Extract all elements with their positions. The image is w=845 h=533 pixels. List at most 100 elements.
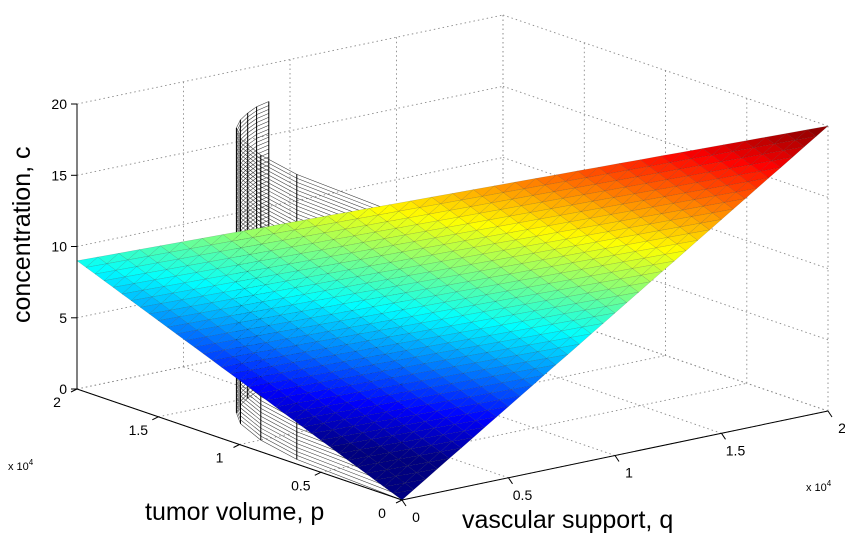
surface-facet	[416, 214, 439, 225]
surface-facet	[705, 178, 728, 190]
surface-facet	[522, 375, 545, 386]
surface-facet	[637, 230, 660, 242]
surface-facet	[367, 336, 389, 348]
surface-facet	[417, 271, 439, 283]
colored-triangular-surface	[76, 125, 829, 501]
surface-facet	[502, 188, 525, 200]
surface-facet	[377, 210, 400, 222]
surface-facet	[298, 382, 321, 393]
surface-facet	[482, 192, 504, 204]
surface-facet	[133, 279, 156, 291]
surface-facet	[511, 195, 534, 206]
surface-facet	[511, 188, 534, 200]
surface-facet	[478, 399, 500, 411]
surface-facet	[154, 275, 177, 287]
surface-facet	[283, 351, 306, 363]
surface-facet	[491, 198, 513, 210]
surface-facet	[442, 424, 465, 436]
surface-facet	[750, 160, 773, 172]
x-tick-label: 1.5	[726, 442, 746, 458]
surface-facet	[217, 264, 239, 276]
surface-facet	[262, 355, 285, 367]
surface-facet	[354, 231, 376, 243]
surface-facet	[431, 250, 454, 262]
surface-facet	[360, 255, 382, 267]
surface-facet	[794, 136, 817, 147]
surface-facet	[139, 296, 162, 308]
surface-facet	[515, 293, 538, 305]
x-tick-mark	[614, 455, 620, 462]
surface-facet	[593, 254, 615, 266]
surface-facet	[291, 243, 314, 254]
surface-facet	[238, 318, 261, 330]
surface-facet	[235, 335, 258, 347]
surface-facet	[346, 340, 368, 352]
surface-facet	[289, 311, 311, 323]
surface-facet	[522, 317, 544, 329]
surface-facet	[664, 186, 686, 197]
surface-facet	[714, 191, 737, 203]
surface-facet	[387, 333, 410, 344]
surface-facet	[729, 157, 752, 169]
y-axis-label: tumor volume, p	[145, 498, 324, 526]
surface-facet	[439, 447, 462, 459]
surface-facet	[169, 248, 191, 260]
surface-facet	[664, 250, 687, 262]
surface-facet	[268, 372, 291, 384]
surface-facet	[619, 159, 641, 171]
surface-facet	[495, 297, 517, 309]
surface-facet	[402, 247, 424, 259]
surface-facet	[394, 356, 416, 368]
surface-facet	[303, 290, 326, 302]
surface-facet	[480, 324, 503, 336]
surface-facet	[467, 270, 490, 282]
surface-facet	[221, 363, 243, 374]
surface-facet	[284, 409, 306, 421]
surface-facet	[276, 263, 299, 275]
surface-facet	[593, 312, 616, 324]
surface-facet	[259, 314, 282, 326]
surface-facet	[411, 254, 433, 266]
surface-facet	[283, 294, 305, 305]
surface-facet	[623, 257, 645, 269]
surface-facet	[280, 368, 303, 380]
surface-facet	[587, 289, 610, 300]
surface-facet	[430, 441, 453, 452]
surface-facet	[747, 177, 770, 189]
surface-facet	[658, 226, 681, 238]
surface-facet	[546, 354, 569, 366]
surface-facet	[373, 418, 396, 430]
surface-facet	[169, 306, 192, 317]
surface-facet	[210, 240, 233, 252]
surface-facet	[253, 342, 276, 354]
surface-facet	[313, 348, 336, 360]
surface-facet	[572, 258, 594, 270]
surface-facet	[347, 456, 370, 467]
surface-facet	[235, 271, 257, 283]
surface-facet	[491, 256, 514, 268]
surface-facet	[536, 289, 559, 301]
surface-facet	[275, 396, 297, 408]
surface-facet	[759, 167, 782, 179]
surface-facet	[699, 161, 722, 173]
surface-facet	[750, 154, 772, 165]
surface-facet	[608, 285, 631, 297]
surface-facet	[232, 288, 254, 300]
surface-facet	[705, 185, 728, 196]
surface-facet	[783, 146, 805, 158]
surface-facet	[178, 255, 200, 266]
surface-facet	[300, 243, 323, 254]
surface-facet	[732, 147, 755, 159]
surface-facet	[319, 320, 341, 332]
surface-facet	[506, 287, 529, 298]
surface-facet	[324, 286, 347, 298]
surface-facet	[537, 347, 560, 359]
surface-facet	[237, 260, 260, 272]
surface-facet	[436, 407, 459, 418]
y-tick-mark	[395, 499, 403, 504]
surface-facet	[577, 166, 599, 178]
surface-facet	[261, 240, 284, 251]
surface-facet	[634, 189, 656, 201]
surface-facet	[301, 365, 324, 376]
surface-facet	[435, 349, 458, 361]
